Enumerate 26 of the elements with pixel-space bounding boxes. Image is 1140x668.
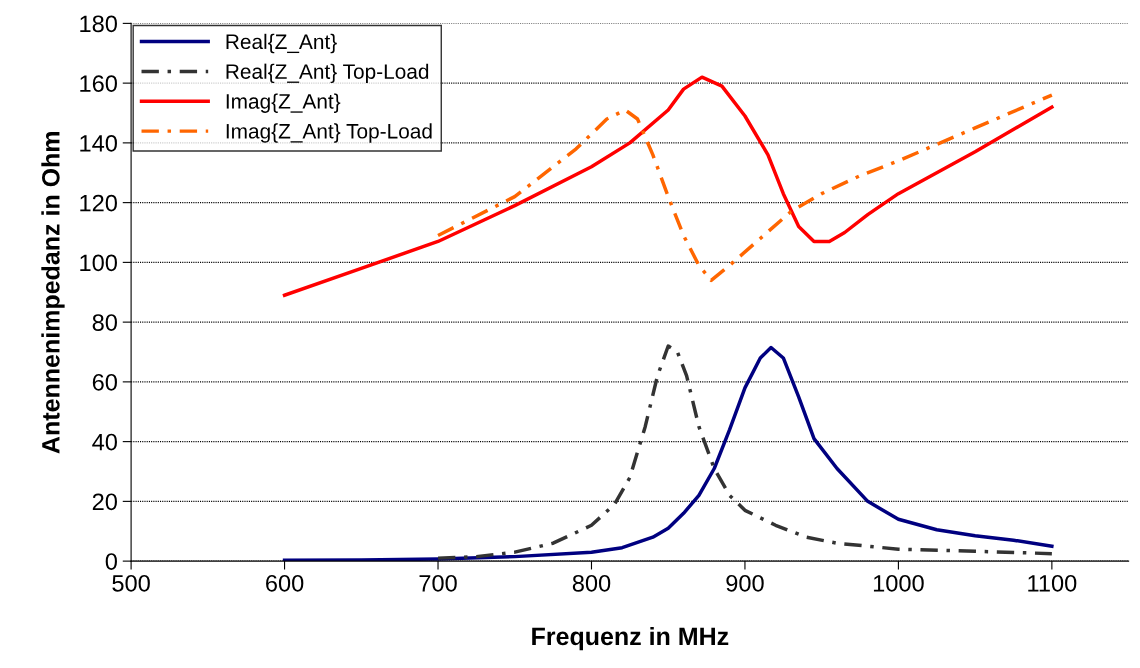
y-tick-label: 160 xyxy=(80,75,117,92)
legend-label: Real{Z_Ant} Top-Load xyxy=(226,63,429,84)
y-tick-label: 180 xyxy=(80,15,117,33)
x-tick-label: 1100 xyxy=(1028,574,1077,592)
line-series xyxy=(282,345,1054,562)
y-axis-title: Antennenimpedanz in Ohm xyxy=(41,131,65,454)
x-axis-title: Frequenz in MHz xyxy=(532,626,729,651)
x-tick-label: 700 xyxy=(419,574,457,592)
legend-label: Real{Z_Ant} xyxy=(226,33,337,54)
legend-label: Imag{Z_Ant} Top-Load xyxy=(226,123,432,143)
line-series xyxy=(436,344,1054,560)
legend-label: Imag{Z_Ant} xyxy=(226,93,341,113)
y-tick-label: 100 xyxy=(80,254,117,272)
y-tick-label: 120 xyxy=(80,194,117,212)
y-tick-label: 140 xyxy=(80,134,117,152)
x-tick-label: 600 xyxy=(266,574,304,592)
y-tick-label: 80 xyxy=(92,314,117,331)
x-tick-label: 900 xyxy=(726,574,764,592)
x-tick-label: 800 xyxy=(572,574,611,592)
x-tick-label: 500 xyxy=(112,574,150,592)
y-tick-label: 40 xyxy=(92,433,117,451)
y-tick-label: 60 xyxy=(92,373,117,391)
line-series xyxy=(436,93,1054,283)
y-tick-label: 20 xyxy=(92,493,117,511)
y-tick-label: 0 xyxy=(105,553,117,570)
x-tick-label: 1000 xyxy=(873,574,924,592)
